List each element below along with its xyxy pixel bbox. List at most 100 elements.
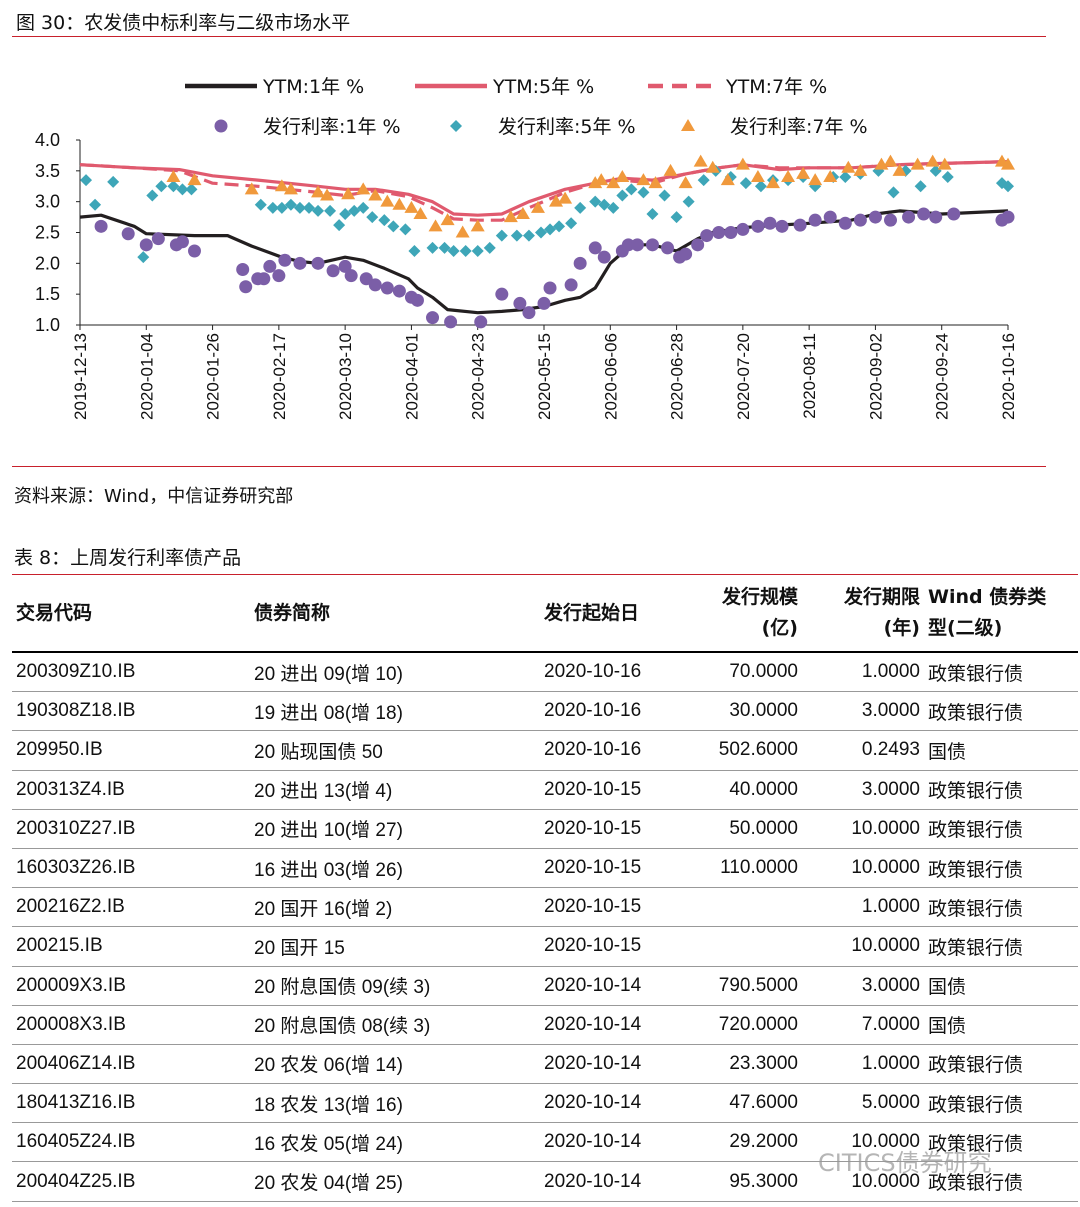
triangle-point	[470, 219, 485, 232]
x-tick-label: 2020-05-15	[535, 333, 554, 420]
cell-name: 20 附息国债 09(续 3)	[250, 966, 540, 1006]
diamond-point	[339, 208, 352, 220]
diamond-point	[534, 226, 547, 239]
cell-size: 95.3000	[690, 1161, 802, 1202]
diamond-point	[495, 229, 508, 242]
rates-chart: 1.0 1.5 2.0 2.5 3.0 3.5 4.0 2019-12-13 2020-01-0…	[35, 76, 1018, 420]
cell-code: 200309Z10.IB	[12, 652, 250, 693]
circle-point	[724, 226, 738, 239]
triangle-point	[380, 194, 395, 207]
circle-point	[495, 287, 509, 301]
diamond-point	[682, 195, 695, 208]
diamond-point	[275, 201, 288, 214]
cell-type: 政策银行债	[924, 809, 1078, 849]
cell-term: 10.0000	[802, 809, 924, 849]
cell-size: 70.0000	[690, 652, 802, 693]
triangle-point	[781, 170, 796, 182]
cell-size: 720.0000	[690, 1005, 802, 1045]
diamond-point	[185, 183, 198, 196]
cell-size	[690, 887, 802, 928]
triangle-point	[1001, 157, 1015, 170]
diamond-point	[646, 208, 659, 220]
cell-name: 20 贴现国债 50	[250, 730, 540, 771]
table-row: 200009X3.IB 20 附息国债 09(续 3) 2020-10-14 790.…	[12, 966, 1078, 1006]
cell-name: 20 进出 13(增 4)	[250, 770, 540, 810]
cell-date: 2020-10-14	[540, 1005, 690, 1045]
cell-type: 国债	[924, 966, 1078, 1006]
y-tick-label: 2.0	[35, 253, 60, 273]
cell-term: 10.0000	[802, 1161, 924, 1202]
cell-code: 200406Z14.IB	[12, 1044, 250, 1085]
diamond-point	[89, 198, 102, 211]
series-line-1	[79, 160, 1009, 217]
y-tick-label: 1.5	[35, 284, 60, 304]
y-tick-label: 4.0	[35, 130, 60, 150]
triangle-point	[796, 166, 811, 179]
cell-name: 18 农发 13(增 16)	[250, 1083, 540, 1124]
diamond-point	[459, 245, 472, 257]
circle-point	[597, 250, 611, 264]
triangle-point	[503, 210, 518, 223]
cell-size: 47.6000	[690, 1083, 802, 1124]
circle-point	[793, 218, 807, 232]
legend-label: 发行利率:1年 %	[263, 116, 401, 138]
diamond-point	[471, 245, 484, 257]
triangle-point	[187, 173, 202, 186]
x-tick-label: 2020-10-16	[999, 333, 1018, 420]
triangle-point	[678, 176, 693, 189]
cell-name: 20 国开 15	[250, 926, 540, 967]
triangle-point	[341, 187, 356, 200]
x-tick-label: 2020-08-11	[800, 333, 819, 419]
diamond-point	[408, 245, 421, 257]
triangle-point	[311, 185, 326, 198]
diamond-point	[574, 201, 587, 214]
triangle-point	[841, 160, 856, 173]
circle-point	[902, 210, 916, 224]
cell-name: 20 进出 10(增 27)	[250, 809, 540, 849]
cell-term: 3.0000	[802, 770, 924, 810]
diamond-point	[544, 223, 557, 236]
cell-size: 790.5000	[690, 966, 802, 1006]
cell-type: 国债	[924, 730, 1078, 771]
cell-name: 20 进出 09(增 10)	[250, 652, 540, 693]
x-tick-label: 2019-12-13	[71, 333, 90, 420]
diamond-point	[616, 189, 629, 202]
cell-code: 200215.IB	[12, 926, 250, 967]
cell-code: 200313Z4.IB	[12, 770, 250, 810]
col-header-name: 债券简称	[250, 574, 540, 653]
circle-point	[679, 247, 693, 261]
triangle-point	[615, 170, 630, 182]
x-tick-label: 2020-01-26	[204, 333, 223, 420]
triangle-point	[937, 157, 952, 170]
cell-date: 2020-10-14	[540, 1083, 690, 1124]
diamond-point	[589, 195, 602, 208]
x-tick-label: 2020-09-02	[866, 333, 885, 420]
legend-label: 发行利率:7年 %	[730, 116, 868, 138]
y-tick-label: 1.0	[35, 315, 60, 335]
cell-name: 16 进出 03(增 26)	[250, 848, 540, 889]
diamond-point	[754, 180, 767, 193]
circle-point	[751, 219, 765, 233]
circle-point	[588, 241, 602, 255]
triangle-point	[693, 154, 708, 167]
circle-point	[712, 226, 726, 239]
x-tick-label: 2020-01-04	[137, 333, 156, 420]
circle-point	[947, 207, 961, 221]
cell-type: 政策银行债	[924, 926, 1078, 967]
table-title: 表 8：上周发行利率债产品	[14, 547, 242, 569]
cell-code: 209950.IB	[12, 730, 250, 771]
triangle-point	[320, 188, 335, 201]
circle-point	[175, 235, 189, 249]
cell-code: 200404Z25.IB	[12, 1161, 250, 1202]
circle-point	[573, 256, 587, 270]
triangle-point	[428, 219, 443, 232]
cell-term: 1.0000	[802, 1044, 924, 1085]
legend-label: YTM:5年 %	[492, 76, 594, 98]
cell-type: 政策银行债	[924, 652, 1078, 693]
circle-point	[151, 232, 165, 246]
diamond-point	[348, 204, 361, 217]
diamond-point	[739, 177, 752, 190]
figure-top-rule	[12, 36, 1046, 37]
triangle-point	[515, 207, 530, 219]
diamond-point	[1002, 180, 1014, 193]
